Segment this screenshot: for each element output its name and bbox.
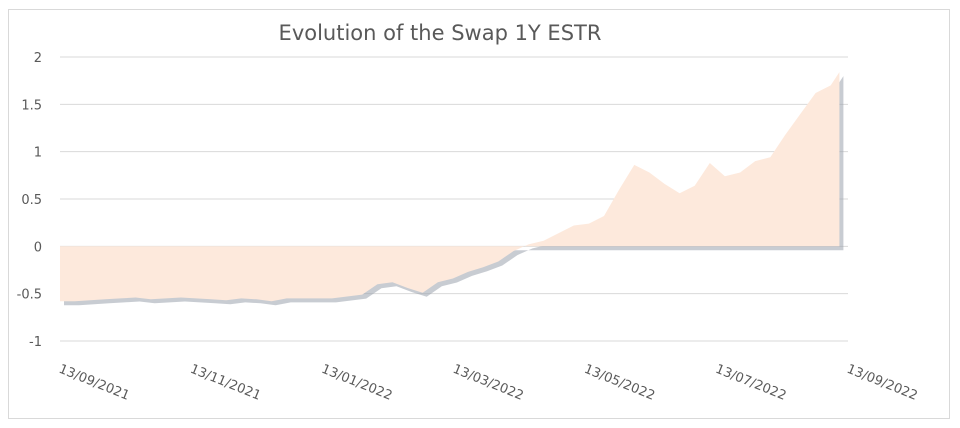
x-tick-label: 13/09/2021 xyxy=(57,362,132,404)
y-tick-label: 0 xyxy=(34,240,42,255)
x-tick-label: 13/11/2021 xyxy=(188,362,263,404)
area-shadow xyxy=(64,76,844,306)
y-tick-label: 0.5 xyxy=(21,193,42,208)
y-tick-label: -0.5 xyxy=(17,288,42,303)
x-tick-label: 13/01/2022 xyxy=(319,362,394,404)
area-fill xyxy=(60,72,840,302)
y-tick-label: 1 xyxy=(34,146,42,161)
y-tick-label: 2 xyxy=(34,51,42,66)
chart-title: Evolution of the Swap 1Y ESTR xyxy=(279,21,602,45)
x-tick-label: 13/05/2022 xyxy=(582,362,657,404)
x-axis-ticks: 13/09/2021 13/11/2021 13/01/2022 13/03/2022… xyxy=(57,362,920,404)
x-tick-label: 13/07/2022 xyxy=(713,362,788,404)
y-tick-label: 1.5 xyxy=(21,98,42,113)
x-tick-label: 13/03/2022 xyxy=(451,362,526,404)
y-tick-label: -1 xyxy=(29,335,42,350)
x-tick-label: 13/09/2022 xyxy=(845,362,920,404)
y-axis-ticks: 2 1.5 1 0.5 0 -0.5 -1 xyxy=(17,51,42,350)
area-series xyxy=(60,72,844,306)
